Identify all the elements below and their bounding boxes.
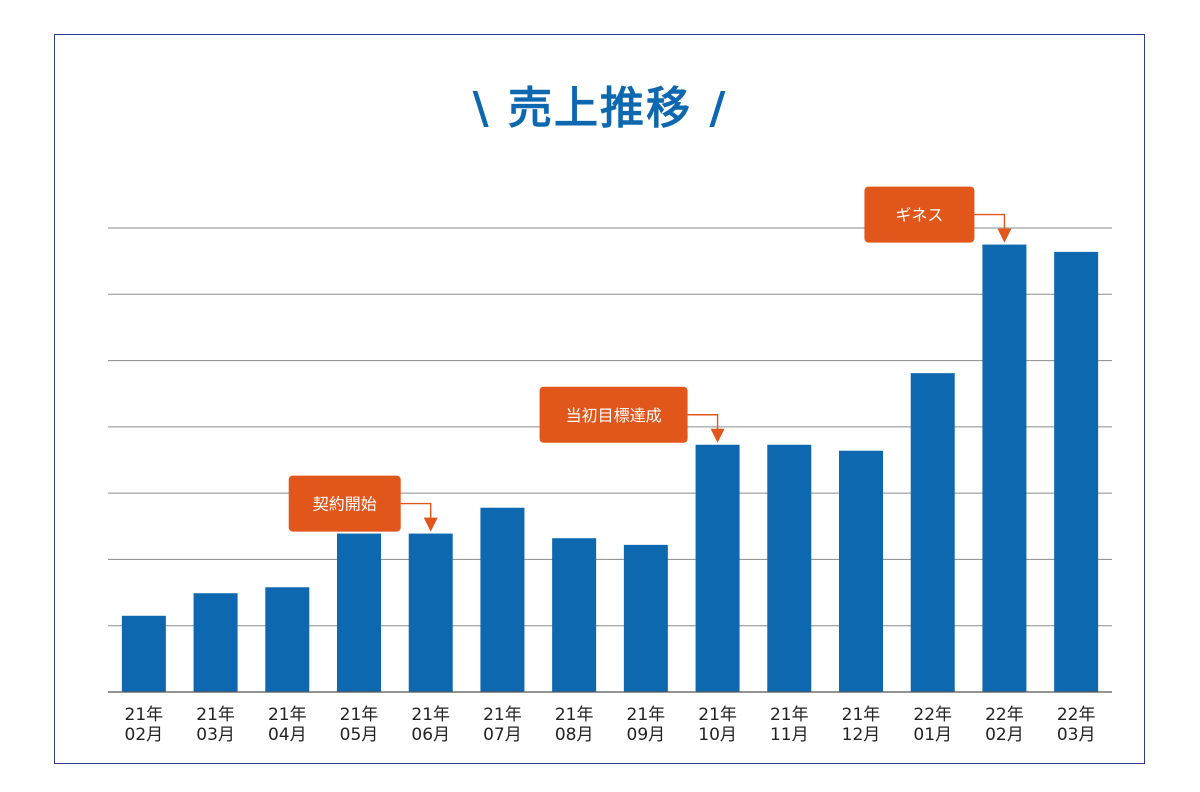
annotation-arrowhead (423, 517, 438, 532)
annotation-box (864, 186, 975, 243)
x-tick-label: 04月 (268, 725, 307, 745)
annotation-box (539, 386, 688, 443)
x-tick-label: 21年 (268, 705, 307, 725)
annotation-arrowhead (997, 228, 1012, 243)
x-tick-label: 02月 (125, 725, 164, 745)
bar (552, 538, 597, 692)
bar (337, 533, 381, 692)
x-tick-label: 11月 (770, 725, 809, 745)
x-tick-label: 03月 (1057, 725, 1096, 745)
x-tick-label: 22年 (1057, 705, 1096, 725)
bar (623, 544, 668, 692)
x-tick-label: 21年 (770, 705, 809, 725)
bar (1054, 251, 1099, 692)
annotation-connector (687, 414, 719, 431)
x-tick-label: 01月 (913, 725, 952, 745)
x-tick-label: 21年 (196, 705, 235, 725)
x-tick-label: 21年 (411, 705, 450, 725)
bar (193, 593, 238, 692)
x-tick-label: 21年 (340, 705, 379, 725)
bar (839, 450, 883, 692)
bar (767, 444, 812, 692)
annotation-box (288, 475, 401, 532)
x-tick-label: 21年 (125, 705, 164, 725)
bar (408, 533, 453, 692)
x-tick-label: 12月 (842, 725, 881, 745)
annotation-arrowhead (710, 428, 725, 443)
annotation-connector (974, 213, 1006, 231)
annotation-label: ギネス (895, 206, 943, 225)
x-tick-label: 21年 (627, 705, 666, 725)
x-tick-label: 21年 (483, 705, 522, 725)
x-tick-label: 07月 (483, 725, 522, 745)
x-tick-label: 08月 (555, 725, 594, 745)
bar (265, 587, 310, 692)
annotation-label: 当初目標達成 (566, 406, 662, 425)
x-tick-label: 05月 (340, 725, 379, 745)
x-tick-label: 22年 (985, 705, 1024, 725)
annotation-connector (400, 502, 432, 520)
x-tick-label: 21年 (555, 705, 594, 725)
x-tick-label: 03月 (196, 725, 235, 745)
x-tick-label: 06月 (411, 725, 450, 745)
bar (480, 507, 525, 692)
x-tick-label: 10月 (698, 725, 737, 745)
x-tick-label: 21年 (842, 705, 881, 725)
bar (910, 373, 955, 692)
x-tick-label: 21年 (698, 705, 737, 725)
x-tick-label: 02月 (985, 725, 1024, 745)
x-tick-label: 22年 (913, 705, 952, 725)
bar (695, 444, 740, 692)
bar (121, 615, 166, 692)
bar (982, 244, 1027, 693)
chart-frame (54, 34, 1145, 764)
chart-title: \ 売上推移 / (472, 83, 728, 134)
annotation-label: 契約開始 (313, 495, 377, 514)
x-tick-label: 09月 (627, 725, 666, 745)
